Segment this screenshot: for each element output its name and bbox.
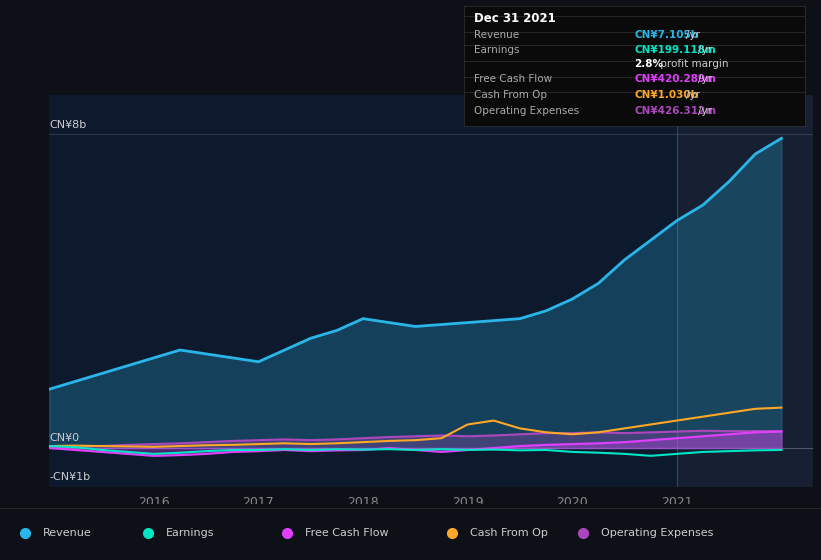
Text: profit margin: profit margin xyxy=(658,59,729,68)
Text: /yr: /yr xyxy=(698,105,712,115)
Text: Cash From Op: Cash From Op xyxy=(470,528,548,538)
Text: Cash From Op: Cash From Op xyxy=(474,90,547,100)
Text: Earnings: Earnings xyxy=(474,45,520,55)
Text: CN¥8b: CN¥8b xyxy=(49,120,86,130)
Text: CN¥199.118m: CN¥199.118m xyxy=(635,45,716,55)
Text: Operating Expenses: Operating Expenses xyxy=(601,528,713,538)
Text: /yr: /yr xyxy=(686,30,700,40)
Text: Earnings: Earnings xyxy=(166,528,214,538)
Text: /yr: /yr xyxy=(686,90,700,100)
Text: CN¥1.030b: CN¥1.030b xyxy=(635,90,699,100)
Text: Operating Expenses: Operating Expenses xyxy=(474,105,580,115)
Text: /yr: /yr xyxy=(698,45,712,55)
Text: Free Cash Flow: Free Cash Flow xyxy=(305,528,389,538)
Text: /yr: /yr xyxy=(698,74,712,84)
Text: Revenue: Revenue xyxy=(474,30,519,40)
Text: CN¥426.312m: CN¥426.312m xyxy=(635,105,717,115)
Text: 2.8%: 2.8% xyxy=(635,59,663,68)
Text: CN¥7.105b: CN¥7.105b xyxy=(635,30,699,40)
Text: Dec 31 2021: Dec 31 2021 xyxy=(474,12,556,25)
Bar xyxy=(677,95,813,487)
Text: Revenue: Revenue xyxy=(43,528,91,538)
Text: CN¥0: CN¥0 xyxy=(49,433,80,444)
Text: CN¥420.289m: CN¥420.289m xyxy=(635,74,716,84)
Text: Free Cash Flow: Free Cash Flow xyxy=(474,74,553,84)
Text: -CN¥1b: -CN¥1b xyxy=(49,473,90,483)
